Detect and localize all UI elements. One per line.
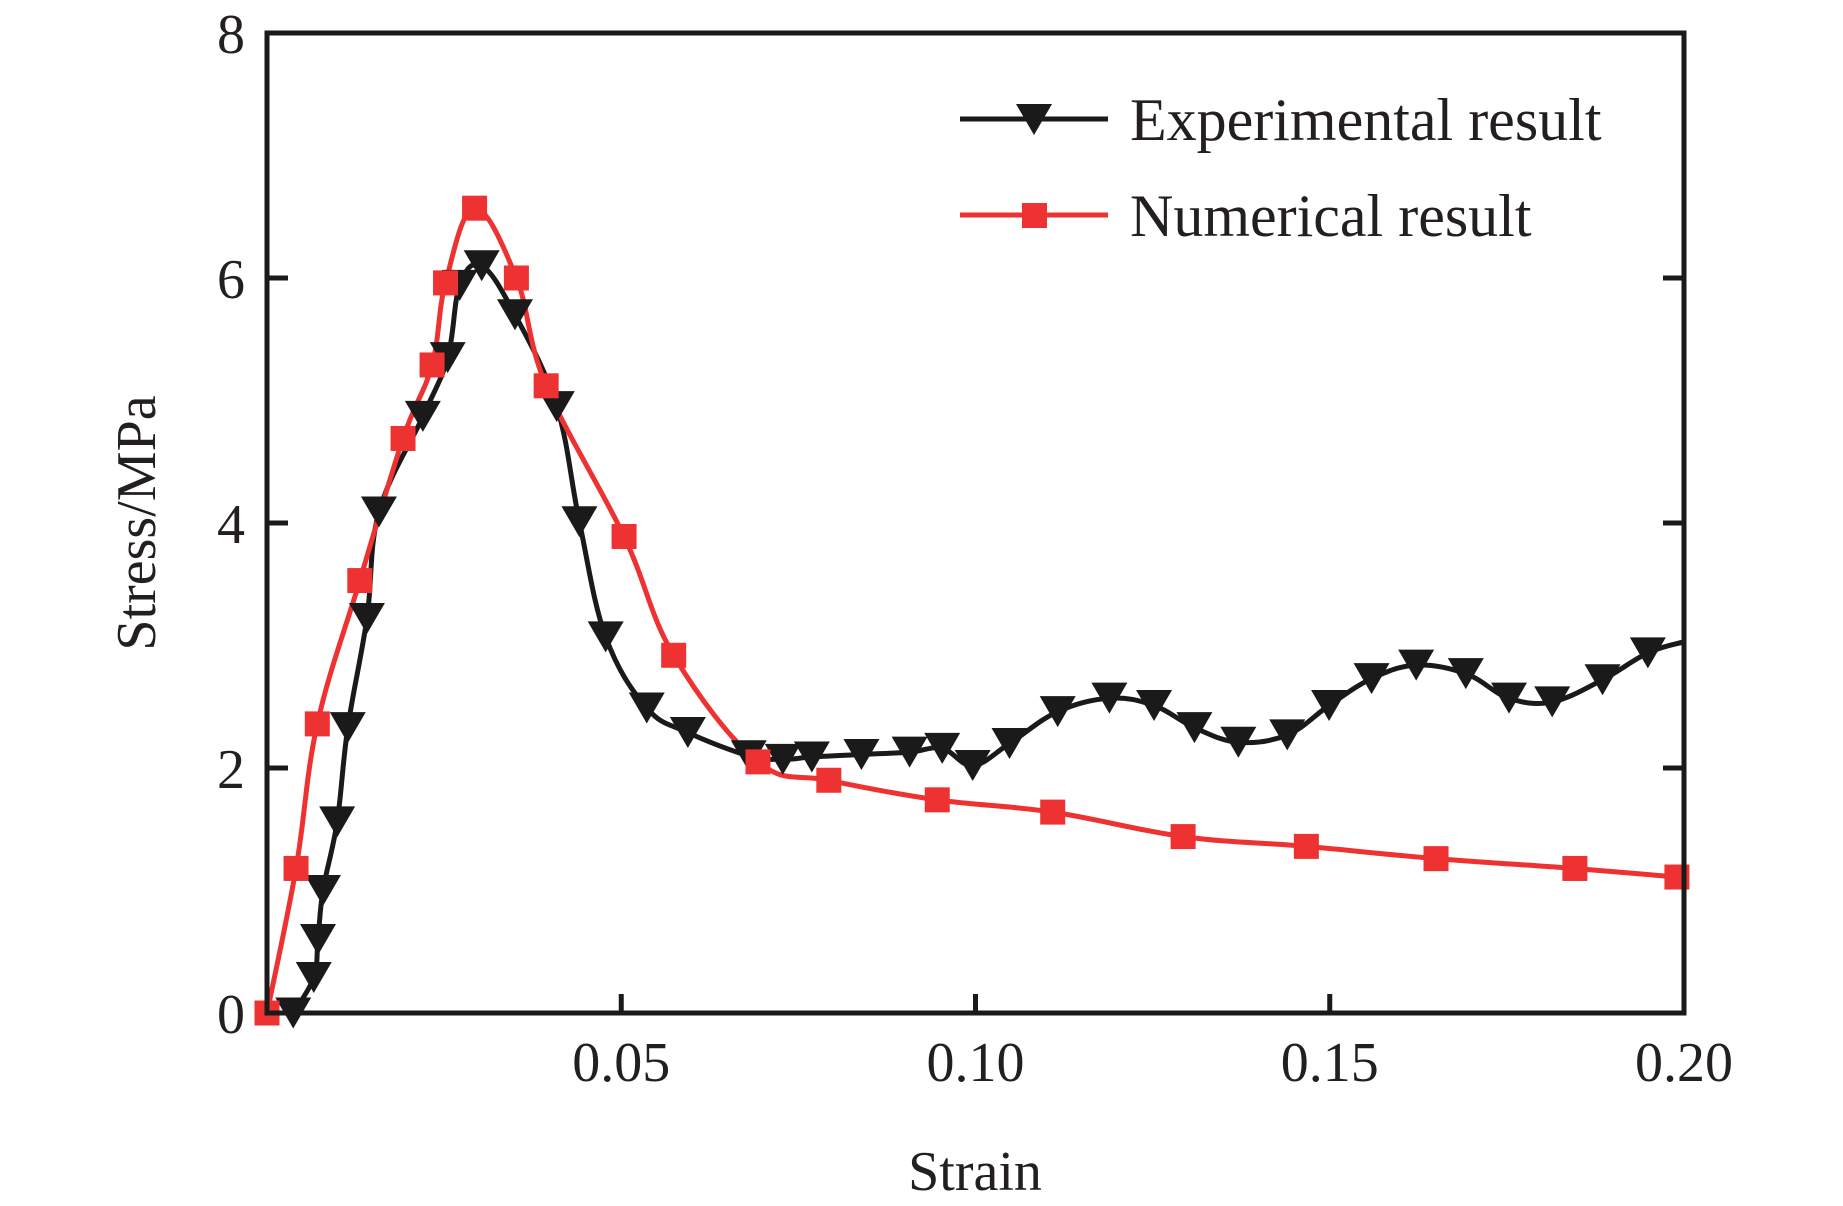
data-point-numerical xyxy=(433,270,459,296)
data-point-numerical xyxy=(462,195,488,221)
data-point-experimental xyxy=(669,716,706,748)
legend-marker-square-icon xyxy=(1022,203,1047,228)
y-tick-label: 8 xyxy=(217,4,245,66)
data-point-numerical xyxy=(390,425,416,451)
series-line-numerical xyxy=(264,205,1678,1014)
data-point-numerical xyxy=(611,523,637,549)
data-point-experimental xyxy=(463,250,500,282)
legend-label-experimental: Experimental result xyxy=(1130,87,1602,153)
data-point-experimental xyxy=(360,496,397,528)
x-axis-ticks: 0.05 0.10 0.15 0.20 xyxy=(572,994,1733,1094)
data-point-numerical xyxy=(1040,799,1066,825)
data-point-numerical xyxy=(533,373,559,399)
data-point-experimental xyxy=(991,728,1028,759)
data-point-experimental xyxy=(304,875,341,906)
legend-item-numerical: Numerical result xyxy=(960,183,1532,249)
data-point-experimental xyxy=(561,506,598,538)
y-tick-label: 4 xyxy=(217,494,245,556)
x-tick-label: 0.20 xyxy=(1635,1032,1733,1094)
data-point-numerical xyxy=(1423,846,1449,872)
x-tick-label: 0.15 xyxy=(1281,1032,1379,1094)
data-point-numerical xyxy=(347,568,373,594)
data-point-experimental xyxy=(628,692,665,724)
data-point-experimental xyxy=(348,603,385,635)
plot-frame xyxy=(264,30,1687,1016)
data-point-numerical xyxy=(1293,833,1319,859)
data-point-numerical xyxy=(745,749,771,775)
y-tick-label: 0 xyxy=(217,984,245,1046)
data-point-experimental xyxy=(319,806,356,838)
data-point-experimental xyxy=(300,924,337,955)
data-point-numerical xyxy=(1562,855,1588,881)
data-point-experimental xyxy=(954,750,991,782)
data-point-experimental xyxy=(1534,686,1571,718)
data-point-numerical xyxy=(419,352,445,378)
data-point-numerical xyxy=(283,855,309,881)
series-line-experimental xyxy=(291,261,1685,1015)
x-axis-title: Strain xyxy=(908,1141,1042,1203)
x-tick-label: 0.05 xyxy=(572,1032,670,1094)
data-point-experimental xyxy=(1398,649,1435,681)
y-axis-title: Stress/MPa xyxy=(106,395,168,650)
data-point-experimental xyxy=(1584,664,1621,696)
data-point-experimental xyxy=(538,391,575,423)
data-point-experimental xyxy=(1629,637,1666,669)
data-point-experimental xyxy=(496,299,533,331)
data-point-experimental xyxy=(587,621,624,653)
data-point-experimental xyxy=(1176,712,1213,744)
data-point-experimental xyxy=(1091,682,1128,714)
data-point-numerical xyxy=(304,711,330,737)
legend-label-numerical: Numerical result xyxy=(1130,183,1532,249)
data-point-experimental xyxy=(793,741,830,773)
data-point-experimental xyxy=(891,736,928,768)
data-point-experimental xyxy=(1491,682,1528,714)
y-axis-ticks: 0 2 4 6 8 xyxy=(217,4,1684,1046)
data-point-experimental xyxy=(1311,690,1348,722)
data-point-numerical xyxy=(924,787,950,813)
data-point-experimental xyxy=(1447,658,1484,690)
data-point-experimental xyxy=(843,739,880,771)
data-point-numerical xyxy=(503,265,529,291)
legend: Experimental result Numerical result xyxy=(960,87,1602,249)
data-point-experimental xyxy=(1136,690,1173,722)
data-point-numerical xyxy=(661,642,687,668)
data-point-experimental xyxy=(1039,696,1076,728)
data-point-experimental xyxy=(924,732,961,764)
data-point-experimental xyxy=(295,961,332,993)
data-point-experimental xyxy=(764,743,801,775)
data-point-experimental xyxy=(404,400,441,432)
legend-marker-triangle-down-icon xyxy=(1016,104,1052,135)
data-point-numerical xyxy=(816,767,842,793)
legend-item-experimental: Experimental result xyxy=(960,87,1602,153)
x-tick-label: 0.10 xyxy=(927,1032,1025,1094)
y-tick-label: 6 xyxy=(217,249,245,311)
data-point-experimental xyxy=(429,342,466,374)
data-point-experimental xyxy=(1353,663,1390,695)
plot-markers xyxy=(254,195,1690,1029)
data-point-experimental xyxy=(329,712,366,744)
plot-lines xyxy=(264,205,1685,1015)
data-point-experimental xyxy=(1220,726,1257,758)
data-point-experimental xyxy=(1269,719,1306,751)
y-tick-label: 2 xyxy=(217,739,245,801)
data-point-numerical xyxy=(1170,824,1196,850)
